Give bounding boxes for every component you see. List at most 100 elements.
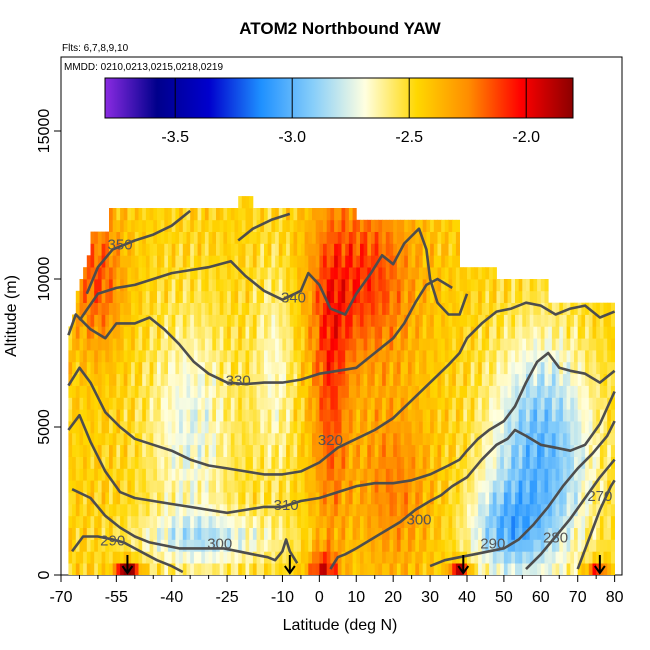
heatmap-cell xyxy=(378,409,383,422)
heatmap-cell xyxy=(227,338,232,351)
heatmap-cell xyxy=(201,444,206,457)
heatmap-cell xyxy=(308,338,313,351)
heatmap-cell xyxy=(585,409,590,422)
heatmap-cell xyxy=(109,409,114,422)
heatmap-cell xyxy=(389,219,394,232)
heatmap-cell xyxy=(459,279,464,292)
heatmap-cell xyxy=(171,551,176,564)
heatmap-cell xyxy=(97,480,102,493)
heatmap-cell xyxy=(127,219,132,232)
heatmap-cell xyxy=(562,480,567,493)
heatmap-cell xyxy=(426,456,431,469)
heatmap-cell xyxy=(79,444,84,457)
heatmap-cell xyxy=(360,243,365,256)
heatmap-cell xyxy=(596,350,601,363)
heatmap-cell xyxy=(419,314,424,327)
heatmap-cell xyxy=(426,338,431,351)
heatmap-cell xyxy=(374,243,379,256)
heatmap-cell xyxy=(474,267,479,280)
heatmap-cell xyxy=(315,385,320,398)
heatmap-cell xyxy=(212,302,217,315)
heatmap-cell xyxy=(526,504,531,517)
heatmap-cell xyxy=(481,385,486,398)
heatmap-cell xyxy=(275,527,280,540)
heatmap-cell xyxy=(193,421,198,434)
heatmap-cell xyxy=(312,314,317,327)
heatmap-cell xyxy=(223,527,228,540)
heatmap-cell xyxy=(548,456,553,469)
heatmap-cell xyxy=(474,515,479,528)
heatmap-cell xyxy=(127,231,132,244)
heatmap-cell xyxy=(116,492,121,505)
heatmap-cell xyxy=(437,338,442,351)
heatmap-cell xyxy=(533,480,538,493)
heatmap-cell xyxy=(79,468,84,481)
heatmap-cell xyxy=(293,504,298,517)
heatmap-cell xyxy=(190,243,195,256)
heatmap-cell xyxy=(127,421,132,434)
heatmap-cell xyxy=(341,255,346,268)
heatmap-cell xyxy=(160,385,165,398)
heatmap-cell xyxy=(393,504,398,517)
heatmap-cell xyxy=(437,255,442,268)
heatmap-cell xyxy=(478,290,483,303)
heatmap-cell xyxy=(312,302,317,315)
heatmap-cell xyxy=(374,397,379,410)
heatmap-cell xyxy=(585,468,590,481)
heatmap-cell xyxy=(444,421,449,434)
heatmap-cell xyxy=(385,409,390,422)
heatmap-cell xyxy=(415,350,420,363)
heatmap-cell xyxy=(389,373,394,386)
heatmap-cell xyxy=(603,527,608,540)
heatmap-cell xyxy=(422,468,427,481)
heatmap-cell xyxy=(433,243,438,256)
heatmap-cell xyxy=(467,302,472,315)
heatmap-cell xyxy=(352,350,357,363)
heatmap-cell xyxy=(75,456,80,469)
heatmap-cell xyxy=(241,361,246,375)
heatmap-cell xyxy=(441,444,446,457)
heatmap-cell xyxy=(374,444,379,457)
heatmap-cell xyxy=(319,551,324,564)
heatmap-cell xyxy=(588,539,593,552)
heatmap-cell xyxy=(500,421,505,434)
heatmap-cell xyxy=(238,468,243,481)
heatmap-cell xyxy=(574,326,579,339)
heatmap-cell xyxy=(430,326,435,339)
heatmap-cell xyxy=(168,480,173,493)
heatmap-cell xyxy=(300,432,305,446)
heatmap-cell xyxy=(300,314,305,327)
heatmap-cell xyxy=(585,397,590,410)
heatmap-cell xyxy=(356,456,361,469)
heatmap-cell xyxy=(171,219,176,232)
heatmap-cell xyxy=(201,480,206,493)
heatmap-cell xyxy=(297,444,302,457)
heatmap-cell xyxy=(190,551,195,564)
heatmap-cell xyxy=(68,480,73,493)
heatmap-cell xyxy=(496,338,501,351)
heatmap-cell xyxy=(297,539,302,552)
heatmap-cell xyxy=(304,314,309,327)
heatmap-cell xyxy=(153,421,158,434)
heatmap-cell xyxy=(267,219,272,232)
heatmap-cell xyxy=(396,350,401,363)
heatmap-cell xyxy=(252,255,257,268)
heatmap-cell xyxy=(607,338,612,351)
heatmap-cell xyxy=(352,444,357,457)
heatmap-cell xyxy=(223,515,228,528)
heatmap-cell xyxy=(337,279,342,292)
heatmap-cell xyxy=(216,290,221,303)
heatmap-cell xyxy=(238,326,243,339)
heatmap-cell xyxy=(463,361,468,375)
heatmap-cell xyxy=(356,563,361,575)
heatmap-cell xyxy=(186,243,191,256)
heatmap-cell xyxy=(544,480,549,493)
heatmap-cell xyxy=(345,338,350,351)
heatmap-cell xyxy=(319,456,324,469)
x-tick-label: 80 xyxy=(606,589,624,606)
heatmap-cell xyxy=(267,267,272,280)
heatmap-cell xyxy=(120,444,125,457)
heatmap-cell xyxy=(245,350,250,363)
heatmap-cell xyxy=(548,361,553,375)
heatmap-cell xyxy=(238,563,243,575)
